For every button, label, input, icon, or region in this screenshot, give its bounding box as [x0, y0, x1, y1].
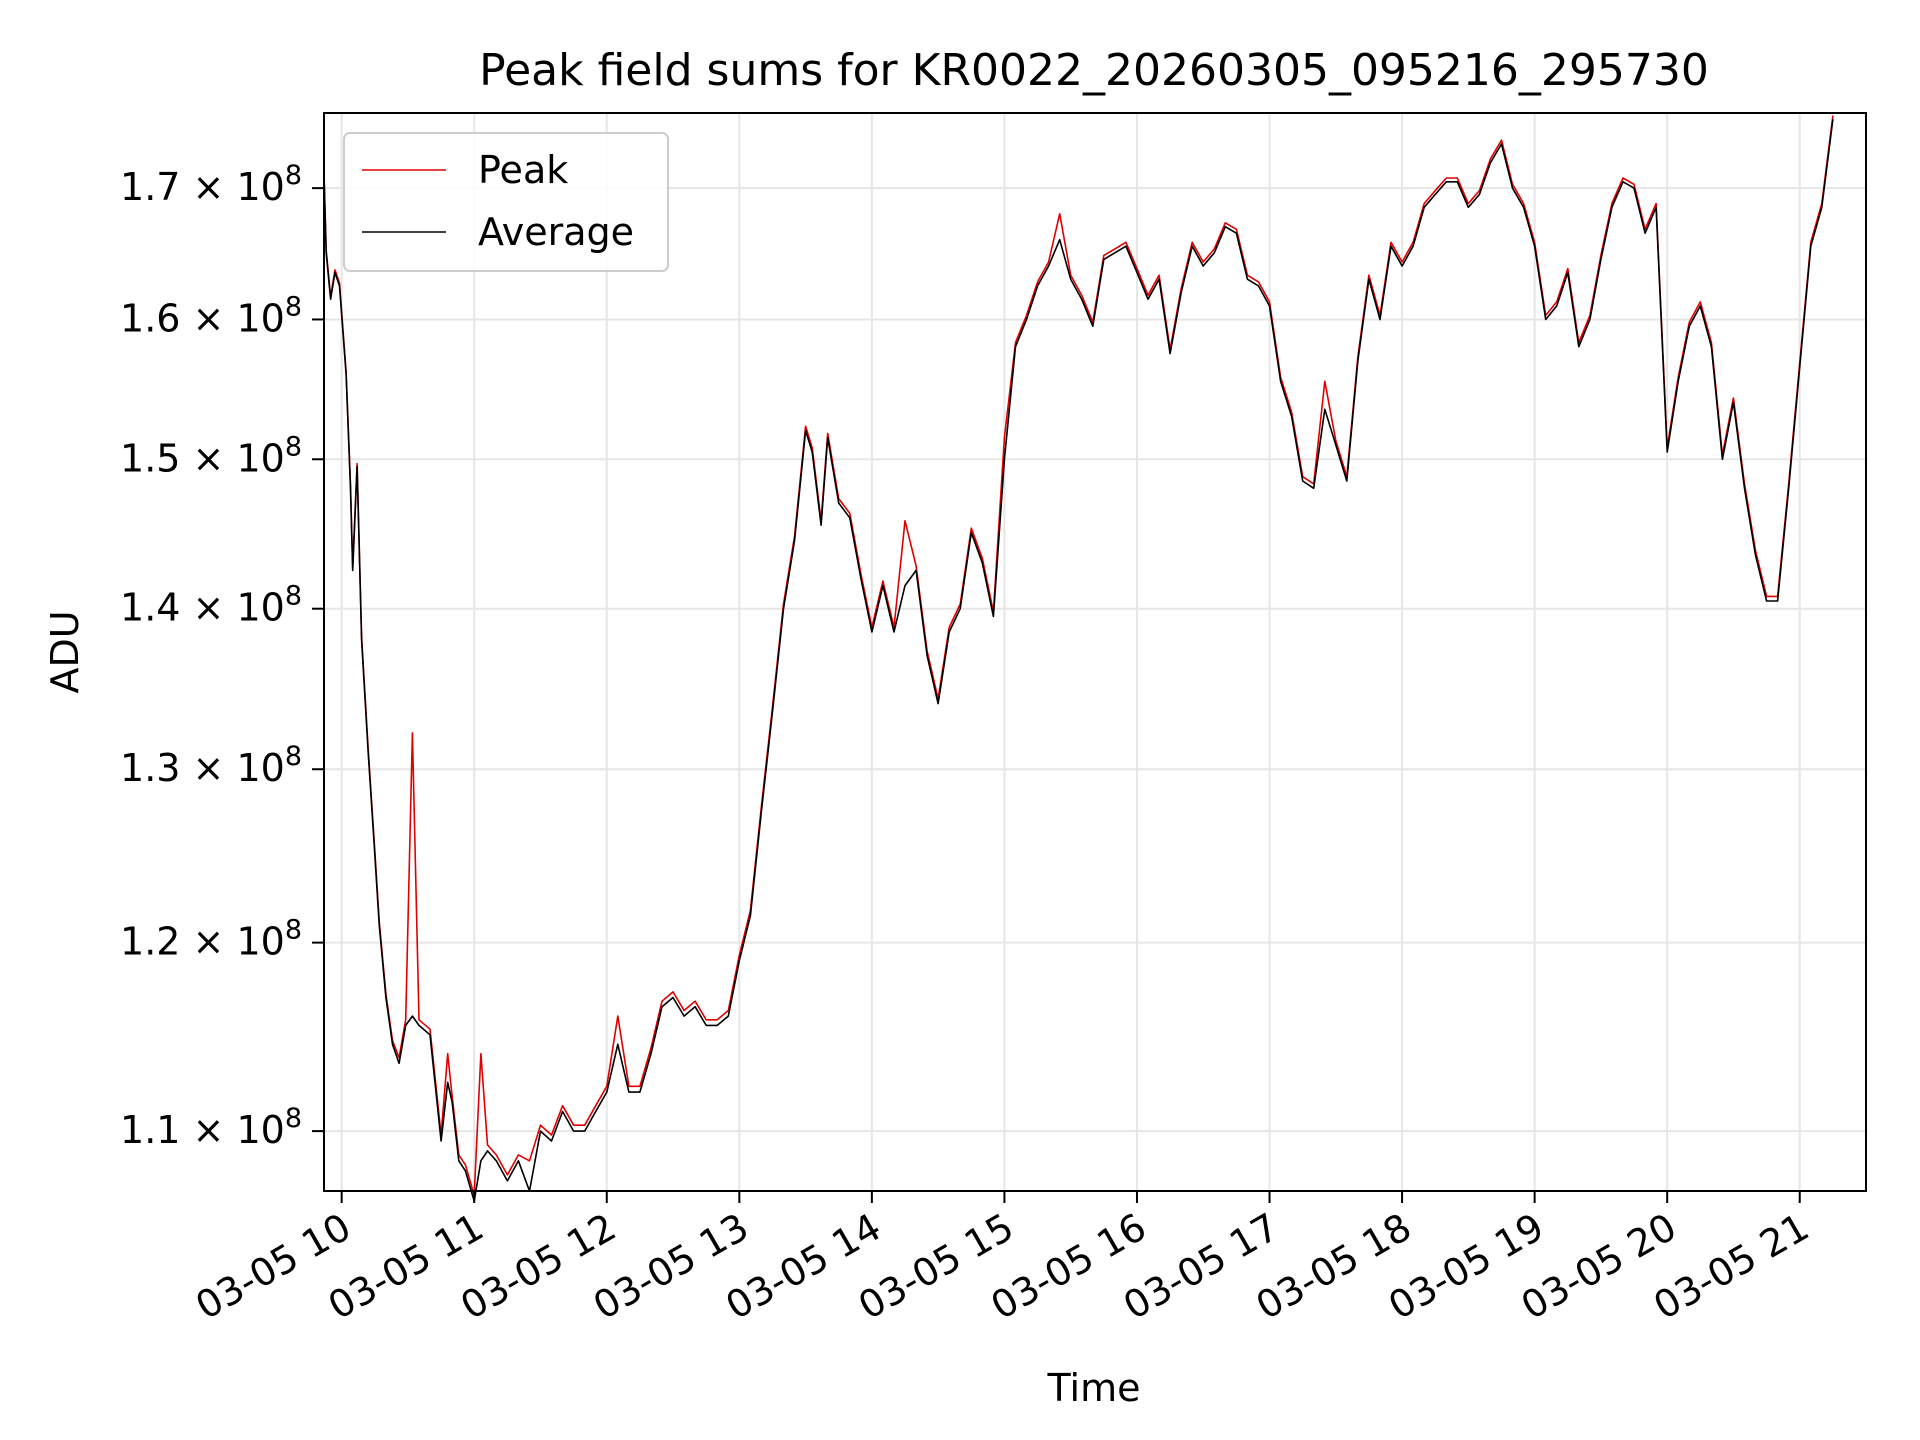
- y-tick-label: 1.5 × 108: [120, 431, 302, 480]
- y-axis-label: ADU: [43, 610, 87, 693]
- grid: [324, 113, 1866, 1191]
- y-tick-label: 1.2 × 108: [120, 915, 302, 964]
- y-tick-label: 1.6 × 108: [120, 291, 302, 340]
- plot-frame: [323, 112, 1867, 1192]
- chart-title: Peak field sums for KR0022_20260305_0952…: [479, 45, 1709, 96]
- y-tick-label: 1.3 × 108: [120, 741, 302, 790]
- y-axis: 1.1 × 108 1.2 × 108 1.3 × 108 1.4 × 108 1.5 …: [120, 160, 324, 1152]
- y-tick-label: 1.4 × 108: [120, 581, 302, 630]
- y-tick-label: 1.1 × 108: [120, 1103, 302, 1152]
- y-tick-label: 1.7 × 108: [120, 160, 302, 209]
- x-axis-label: Time: [1047, 1366, 1141, 1410]
- legend: Peak Average: [343, 132, 669, 272]
- legend-label-average: Average: [478, 210, 634, 254]
- legend-box: [343, 132, 669, 272]
- legend-label-peak: Peak: [478, 148, 568, 192]
